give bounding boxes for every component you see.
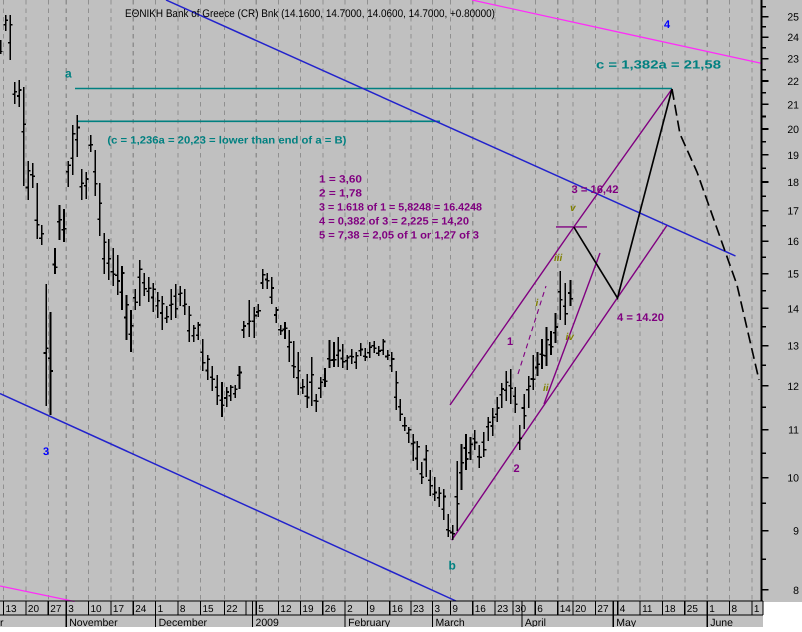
svg-text:13: 13 [787,341,799,353]
svg-text:1: 1 [507,336,513,348]
svg-text:13: 13 [6,604,18,615]
svg-text:iv: iv [566,332,576,343]
svg-text:24: 24 [135,604,147,615]
svg-text:18: 18 [665,604,677,615]
svg-text:February: February [348,617,391,627]
svg-text:8: 8 [732,604,738,615]
svg-text:5 = 7,38 = 2,05 of 1 or 1,27 o: 5 = 7,38 = 2,05 of 1 or 1,27 of 3 [319,230,479,242]
svg-text:EΘNIKH Bank of Greece (CR) Bnk: EΘNIKH Bank of Greece (CR) Bnk (14.1600,… [125,8,495,20]
svg-text:4: 4 [664,19,671,31]
svg-text:26: 26 [325,604,337,615]
svg-text:22: 22 [787,76,799,88]
svg-text:3 = 16,42: 3 = 16,42 [572,184,619,196]
svg-text:a: a [65,67,72,81]
svg-text:i: i [536,298,539,309]
svg-text:12: 12 [787,381,799,393]
svg-text:b: b [449,559,456,573]
svg-text:10: 10 [787,473,799,485]
svg-text:1: 1 [158,604,164,615]
svg-text:23: 23 [787,54,799,66]
svg-text:17: 17 [787,206,799,218]
svg-text:1: 1 [754,604,760,615]
svg-text:ii: ii [543,383,549,394]
svg-text:(c = 1,236a = 20,23 = lower th: (c = 1,236a = 20,23 = lower than end of … [107,135,346,147]
svg-text:30: 30 [515,604,527,615]
svg-text:27: 27 [597,604,609,615]
svg-text:17: 17 [113,604,125,615]
svg-text:4 = 14.20: 4 = 14.20 [617,312,664,324]
svg-text:8: 8 [180,604,186,615]
svg-text:9: 9 [793,526,799,538]
svg-text:23: 23 [413,604,425,615]
svg-text:19: 19 [787,150,799,162]
svg-text:25: 25 [787,12,799,24]
svg-text:11: 11 [788,425,799,437]
svg-text:20: 20 [787,124,799,136]
svg-text:December: December [159,617,208,627]
svg-text:11: 11 [642,604,653,615]
svg-text:10: 10 [91,604,103,615]
svg-text:16: 16 [392,604,404,615]
svg-text:22: 22 [226,604,238,615]
svg-text:3 = 1.618 of 1 = 5,8248 = 16.4: 3 = 1.618 of 1 = 5,8248 = 16.4248 [319,202,482,214]
svg-text:14: 14 [560,604,572,615]
svg-text:12: 12 [280,604,292,615]
svg-text:iii: iii [554,253,563,264]
svg-text:23: 23 [497,604,509,615]
svg-text:9: 9 [369,604,375,615]
svg-text:25: 25 [687,604,699,615]
svg-text:November: November [69,617,118,627]
svg-text:21: 21 [787,99,799,111]
svg-text:6: 6 [537,604,543,615]
svg-text:May: May [616,617,637,627]
svg-text:3: 3 [68,604,74,615]
svg-text:14: 14 [787,303,799,315]
svg-text:2: 2 [347,604,353,615]
svg-text:9: 9 [452,604,458,615]
svg-text:16: 16 [475,604,487,615]
svg-text:April: April [525,617,546,627]
svg-text:20: 20 [575,604,587,615]
svg-text:20: 20 [28,604,40,615]
svg-text:3: 3 [435,604,441,615]
svg-text:15: 15 [203,604,215,615]
svg-text:8: 8 [793,585,799,597]
svg-text:15: 15 [787,269,799,281]
svg-text:1: 1 [709,604,715,615]
svg-text:2 = 1,78: 2 = 1,78 [319,188,362,200]
svg-text:2009: 2009 [256,617,280,627]
svg-text:4 = 0,382 of 3 = 2,225 = 14,2: 4 = 0,382 of 3 = 2,225 = 14,20 [319,216,469,228]
svg-text:v: v [570,203,577,214]
svg-text:19: 19 [302,604,314,615]
svg-text:5: 5 [258,604,264,615]
svg-text:1 = 3,60: 1 = 3,60 [319,174,362,186]
svg-text:27: 27 [50,604,62,615]
svg-text:24: 24 [787,32,799,44]
svg-text:March: March [436,617,465,627]
svg-text:16: 16 [787,236,799,248]
svg-text:c = 1,382a = 21,58: c = 1,382a = 21,58 [596,58,722,72]
svg-text:2: 2 [514,463,520,475]
svg-text:r: r [0,617,4,627]
svg-text:18: 18 [787,177,799,189]
svg-text:June: June [710,617,733,627]
svg-text:3: 3 [43,446,49,458]
svg-text:4: 4 [620,604,626,615]
